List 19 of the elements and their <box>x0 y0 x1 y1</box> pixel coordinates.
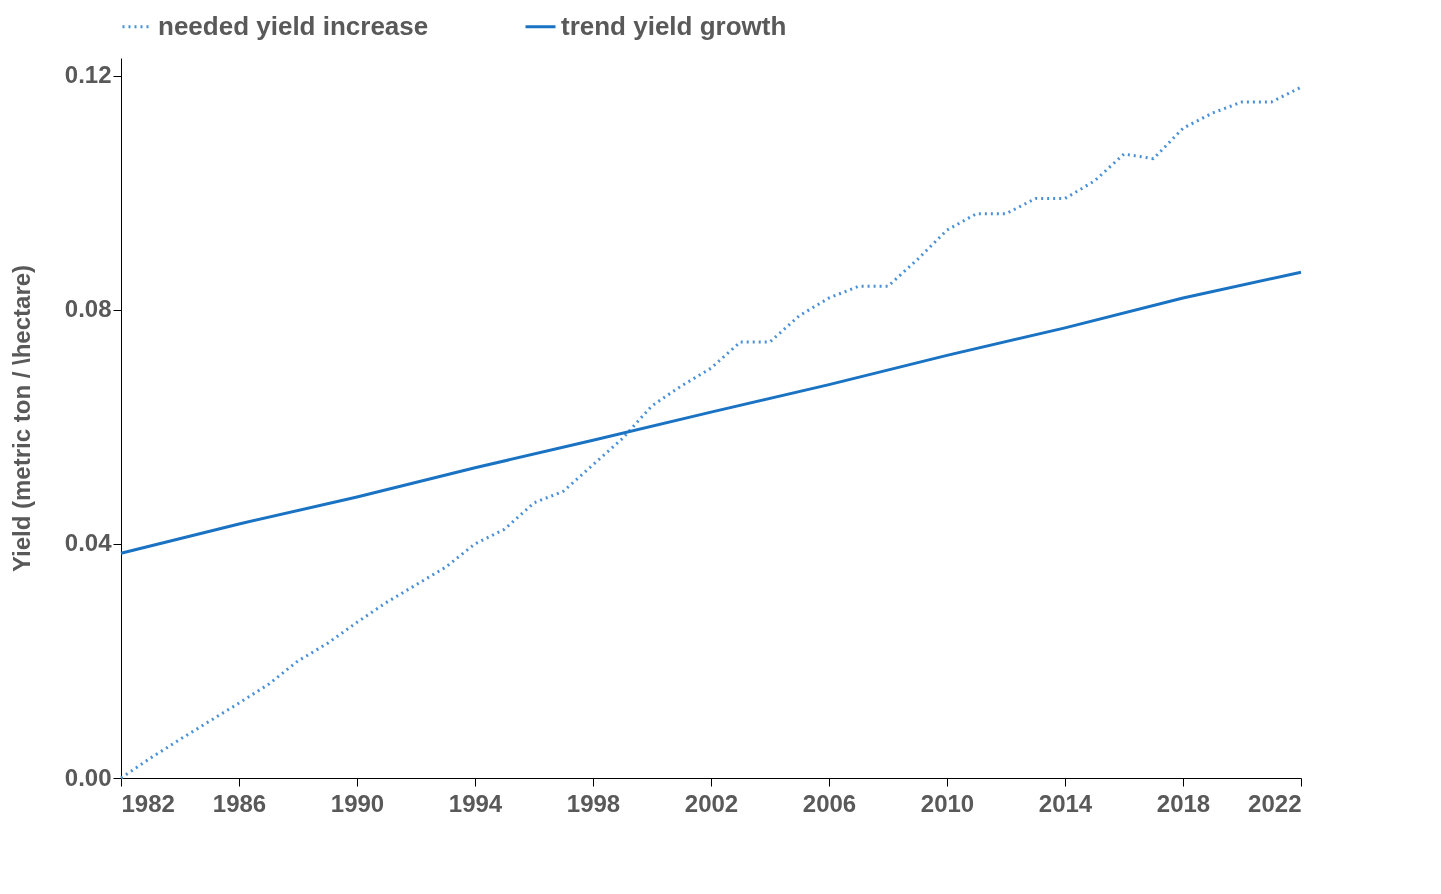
x-tick-label: 1986 <box>212 789 267 817</box>
x-tick-label: 1994 <box>448 789 503 817</box>
x-tick-label: 1982 <box>121 789 175 817</box>
legend-label: trend yield growth <box>561 10 787 41</box>
x-tick-label: 1990 <box>330 789 385 817</box>
legend-label: needed yield increase <box>158 10 429 41</box>
x-tick-label: 2014 <box>1038 789 1093 817</box>
x-tick-label: 2018 <box>1156 789 1211 817</box>
x-tick-label: 2022 <box>1248 789 1302 817</box>
y-tick-label: 0.00 <box>64 763 112 791</box>
line-series <box>119 270 1303 555</box>
x-tick-label: 2006 <box>802 789 857 817</box>
x-tick-label: 1998 <box>566 789 621 817</box>
x-tick-label: 2002 <box>684 789 739 817</box>
y-axis-title: Yield (metric ton / \hectare) <box>7 264 35 573</box>
y-tick-label: 0.12 <box>64 61 112 89</box>
x-tick-label: 2010 <box>920 789 975 817</box>
y-tick-label: 0.08 <box>64 295 112 323</box>
y-tick-label: 0.04 <box>64 529 113 557</box>
